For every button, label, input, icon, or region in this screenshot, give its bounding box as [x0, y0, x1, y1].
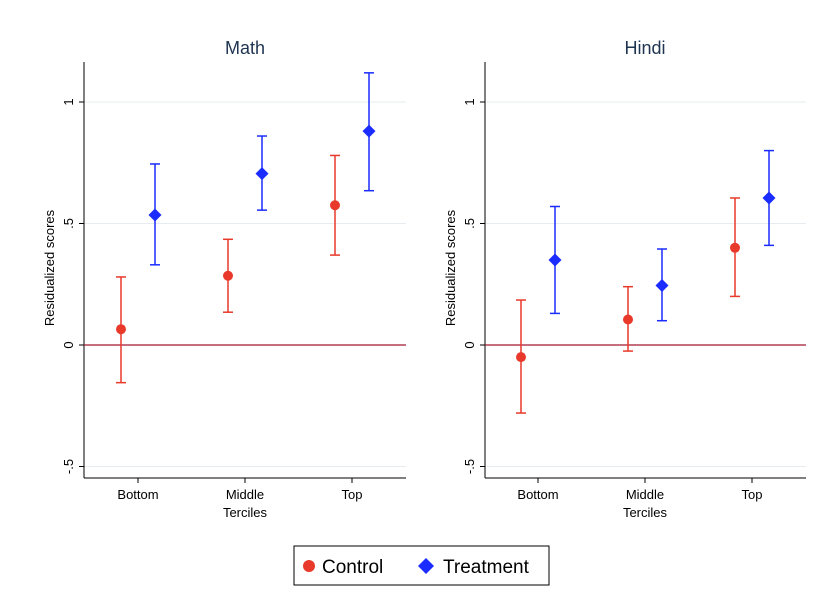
hindi-y-tick-label: .5: [462, 218, 477, 229]
math-y-tick-label: 1: [61, 98, 76, 105]
math-treatment-point: [148, 208, 162, 222]
legend: Control Treatment: [293, 545, 550, 586]
hindi-treatment-point: [762, 191, 776, 205]
hindi-plot-area: -.5 0 .5 1 Bottom Middle Top: [462, 62, 806, 502]
math-treatment-point: [362, 124, 376, 138]
hindi-x-tick-label: Bottom: [517, 487, 558, 502]
math-y-tick-label: -.5: [61, 459, 76, 474]
hindi-y-axis-label: Residualized scores: [443, 209, 458, 326]
legend-control-label: Control: [322, 557, 383, 578]
legend-control-marker: [303, 560, 315, 572]
math-y-tick-label: 0: [61, 341, 76, 348]
math-control-point: [223, 270, 233, 281]
math-panel: Math Residualized scores Terciles -.5 0 .5…: [42, 38, 406, 520]
hindi-y-tick-label: 1: [462, 98, 477, 105]
hindi-title: Hindi: [624, 38, 665, 58]
hindi-panel: Hindi Residualized scores Terciles -.5 0.…: [443, 38, 806, 520]
math-title: Math: [225, 38, 265, 58]
math-y-tick-label: .5: [61, 218, 76, 229]
math-x-tick-label: Bottom: [117, 487, 158, 502]
math-control-point: [116, 324, 126, 335]
hindi-control-point: [516, 352, 526, 363]
hindi-x-tick-label: Top: [742, 487, 763, 502]
hindi-x-axis-label: Terciles: [623, 505, 668, 520]
hindi-control-point: [623, 314, 633, 325]
hindi-x-tick-label: Middle: [626, 487, 664, 502]
math-x-tick-label: Middle: [226, 487, 264, 502]
legend-treatment-label: Treatment: [443, 557, 530, 578]
hindi-treatment-point: [655, 278, 669, 292]
hindi-control-point: [730, 242, 740, 253]
legend-treatment-marker: [418, 558, 434, 574]
hindi-treatment-point: [548, 253, 562, 267]
hindi-y-tick-label: -.5: [462, 459, 477, 474]
math-treatment-point: [255, 167, 269, 181]
math-y-axis-label: Residualized scores: [42, 209, 57, 326]
math-x-axis-label: Terciles: [223, 505, 268, 520]
math-x-tick-label: Top: [342, 487, 363, 502]
hindi-y-tick-label: 0: [462, 341, 477, 348]
math-plot-area: -.5 0 .5 1 Bottom Middle Top: [61, 62, 406, 502]
math-control-point: [330, 200, 340, 211]
